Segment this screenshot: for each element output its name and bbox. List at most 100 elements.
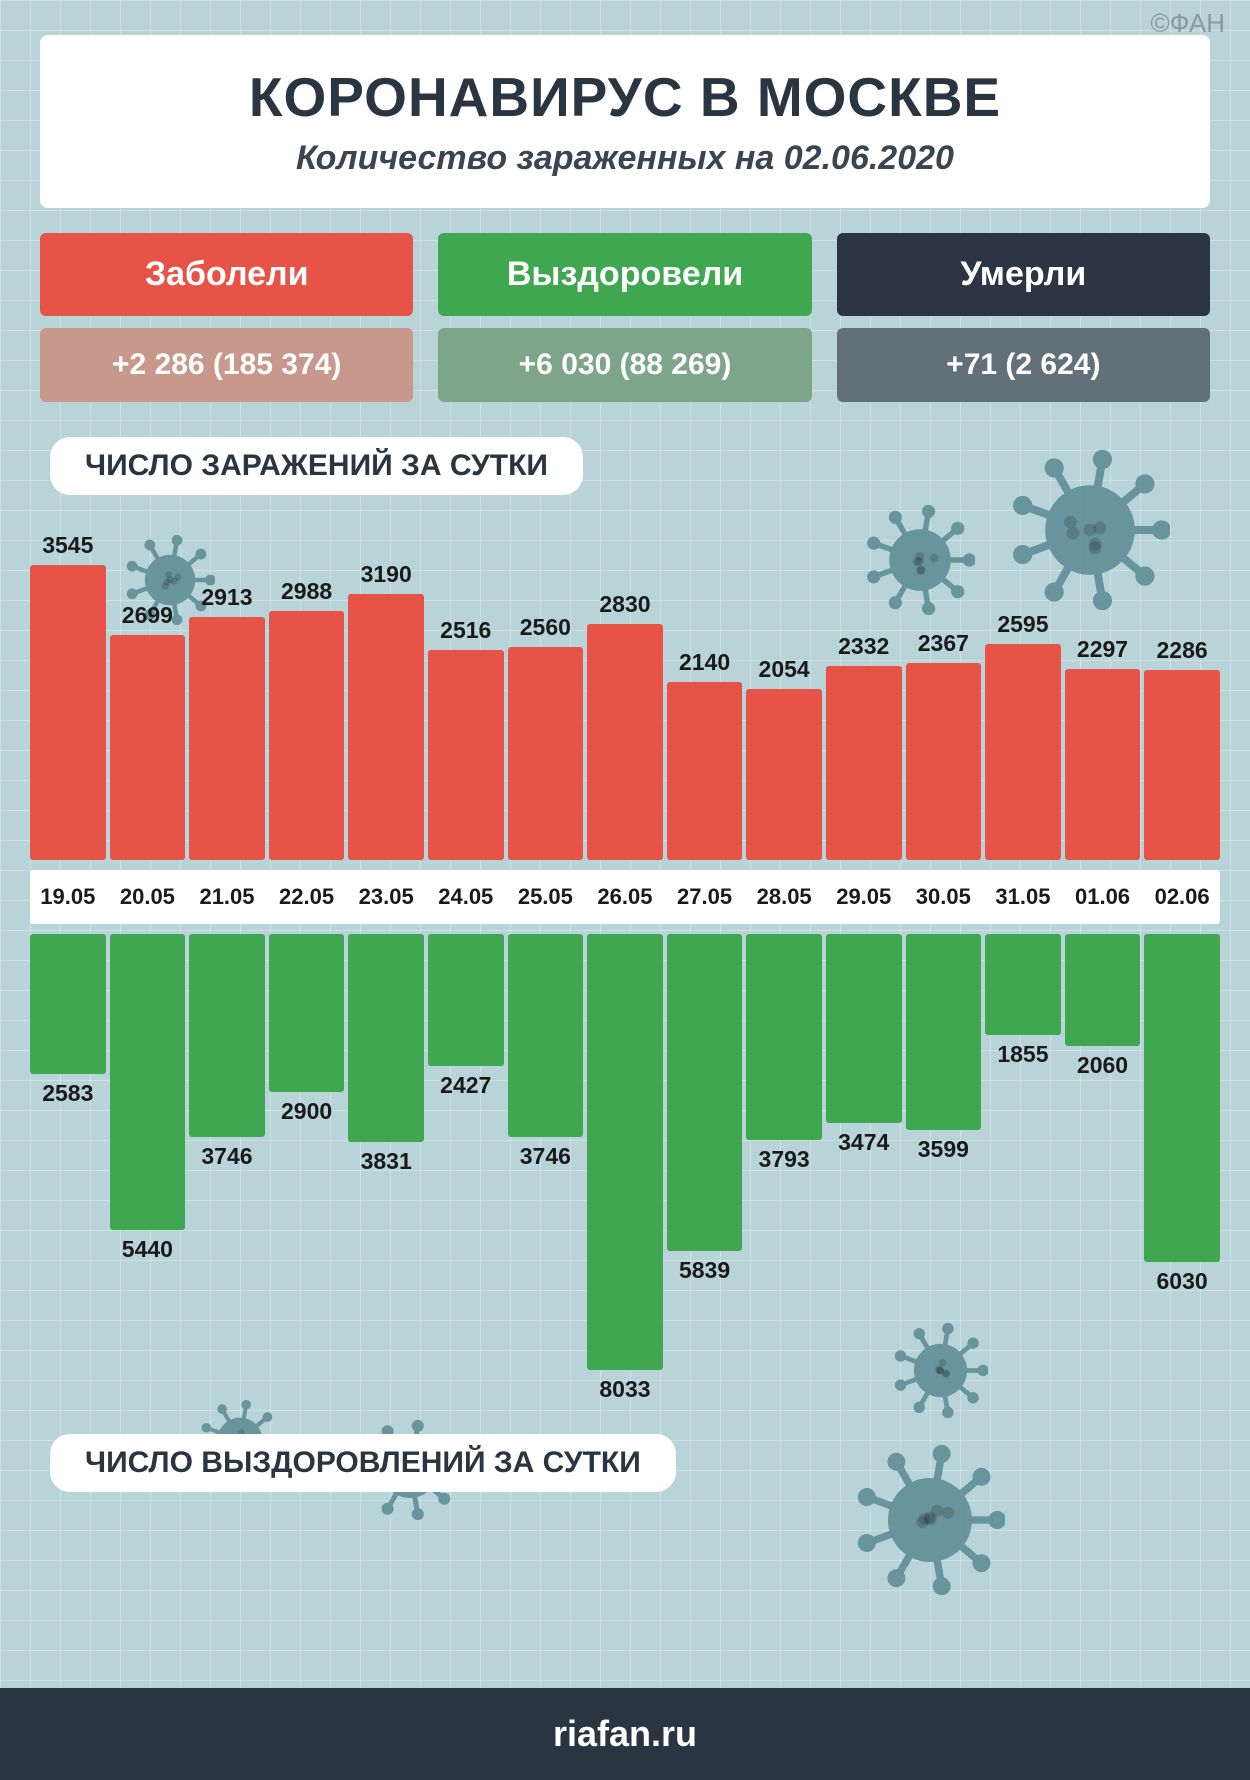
- bar-value: 5839: [679, 1257, 730, 1284]
- bar-value: 2297: [1077, 636, 1128, 663]
- date-label: 21.05: [189, 884, 265, 910]
- stat-block: Выздоровели +6 030 (88 269): [438, 233, 811, 402]
- date-label: 30.05: [906, 884, 982, 910]
- bar-value: 2286: [1157, 637, 1208, 664]
- recovery-bar: [667, 934, 743, 1251]
- bar-value: 2595: [997, 611, 1048, 638]
- bar-value: 5440: [122, 1236, 173, 1263]
- recovery-bar-col: 1855: [985, 934, 1061, 1068]
- stat-value: +6 030 (88 269): [438, 328, 811, 402]
- recovery-bar-col: 3831: [348, 934, 424, 1175]
- infection-bar-col: 2140: [667, 649, 743, 860]
- infection-bar-col: 2699: [110, 602, 186, 860]
- recovery-bar: [348, 934, 424, 1142]
- date-label: 25.05: [508, 884, 584, 910]
- recovery-bar-col: 5839: [667, 934, 743, 1284]
- recovery-bar-col: 2583: [30, 934, 106, 1107]
- recovery-bar-col: 2060: [1065, 934, 1141, 1079]
- bar-value: 3746: [201, 1143, 252, 1170]
- infection-bar: [906, 663, 982, 860]
- recoveries-section-label: ЧИСЛО ВЫЗДОРОВЛЕНИЙ ЗА СУТКИ: [50, 1434, 676, 1492]
- date-label: 01.06: [1065, 884, 1141, 910]
- infection-bar-col: 2830: [587, 591, 663, 860]
- recovery-bar: [906, 934, 982, 1130]
- chart-area: 3545269929132988319025162560283021402054…: [20, 510, 1230, 1414]
- date-label: 02.06: [1144, 884, 1220, 910]
- stat-label: Заболели: [40, 233, 413, 316]
- date-label: 31.05: [985, 884, 1061, 910]
- bar-value: 3793: [759, 1146, 810, 1173]
- infection-bar-col: 3545: [30, 532, 106, 860]
- infection-bar: [508, 647, 584, 860]
- bar-value: 2830: [599, 591, 650, 618]
- recovery-bar: [189, 934, 265, 1137]
- header-box: КОРОНАВИРУС В МОСКВЕ Количество зараженн…: [40, 35, 1210, 208]
- date-label: 22.05: [269, 884, 345, 910]
- infection-bar-col: 2367: [906, 630, 982, 860]
- watermark: ©ФАН: [1151, 8, 1225, 39]
- infection-bar-col: 2332: [826, 633, 902, 860]
- recoveries-bars: 2583 5440 3746 2900 3831 2427 3746 8033 5839 3793…: [20, 934, 1230, 1414]
- recovery-bar-col: 5440: [110, 934, 186, 1263]
- recovery-bar-col: 6030: [1144, 934, 1220, 1295]
- bar-value: 2699: [122, 602, 173, 629]
- dates-axis: 19.0520.0521.0522.0523.0524.0525.0526.05…: [30, 870, 1220, 924]
- page-title: КОРОНАВИРУС В МОСКВЕ: [60, 65, 1190, 129]
- infection-bar-col: 2595: [985, 611, 1061, 860]
- date-label: 24.05: [428, 884, 504, 910]
- date-label: 29.05: [826, 884, 902, 910]
- bar-value: 8033: [599, 1376, 650, 1403]
- recovery-bar: [1065, 934, 1141, 1046]
- date-label: 20.05: [110, 884, 186, 910]
- date-label: 19.05: [30, 884, 106, 910]
- bar-value: 3746: [520, 1143, 571, 1170]
- footer: riafan.ru: [0, 1688, 1250, 1780]
- stat-label: Выздоровели: [438, 233, 811, 316]
- bar-value: 3190: [361, 561, 412, 588]
- recovery-bar: [746, 934, 822, 1140]
- recovery-bar: [1144, 934, 1220, 1262]
- infection-bar-col: 2516: [428, 617, 504, 860]
- recovery-bar-col: 3599: [906, 934, 982, 1163]
- date-label: 28.05: [746, 884, 822, 910]
- bar-value: 2583: [42, 1080, 93, 1107]
- bar-value: 1855: [997, 1041, 1048, 1068]
- stat-block: Умерли +71 (2 624): [837, 233, 1210, 402]
- infections-bars: 3545269929132988319025162560283021402054…: [20, 510, 1230, 860]
- stat-label: Умерли: [837, 233, 1210, 316]
- infection-bar: [30, 565, 106, 860]
- recovery-bar-col: 3793: [746, 934, 822, 1173]
- stat-block: Заболели+2 286 (185 374): [40, 233, 413, 402]
- infection-bar: [826, 666, 902, 860]
- bar-value: 2427: [440, 1072, 491, 1099]
- bar-value: 2332: [838, 633, 889, 660]
- bar-value: 3474: [838, 1129, 889, 1156]
- recovery-bar: [508, 934, 584, 1137]
- infection-bar: [1144, 670, 1220, 861]
- bar-value: 3831: [361, 1148, 412, 1175]
- date-label: 23.05: [348, 884, 424, 910]
- recovery-bar: [826, 934, 902, 1123]
- recovery-bar-col: 3474: [826, 934, 902, 1156]
- bar-value: 2988: [281, 578, 332, 605]
- recovery-bar: [587, 934, 663, 1370]
- infection-bar: [269, 611, 345, 860]
- recovery-bar: [985, 934, 1061, 1035]
- bar-value: 2054: [759, 656, 810, 683]
- infection-bar-col: 2286: [1144, 637, 1220, 861]
- infection-bar-col: 2560: [508, 614, 584, 860]
- infection-bar-col: 2988: [269, 578, 345, 860]
- page-subtitle: Количество зараженных на 02.06.2020: [60, 139, 1190, 178]
- date-label: 27.05: [667, 884, 743, 910]
- bar-value: 2140: [679, 649, 730, 676]
- recovery-bar-col: 3746: [508, 934, 584, 1170]
- stats-row: Заболели+2 286 (185 374) Выздоровели +6 03…: [40, 233, 1210, 402]
- infection-bar-col: 2297: [1065, 636, 1141, 860]
- infographic-container: КОРОНАВИРУС В МОСКВЕ Количество зараженн…: [0, 0, 1250, 1507]
- date-label: 26.05: [587, 884, 663, 910]
- infection-bar: [985, 644, 1061, 860]
- bar-value: 2900: [281, 1098, 332, 1125]
- infection-bar: [110, 635, 186, 860]
- infection-bar: [746, 689, 822, 860]
- stat-value: +71 (2 624): [837, 328, 1210, 402]
